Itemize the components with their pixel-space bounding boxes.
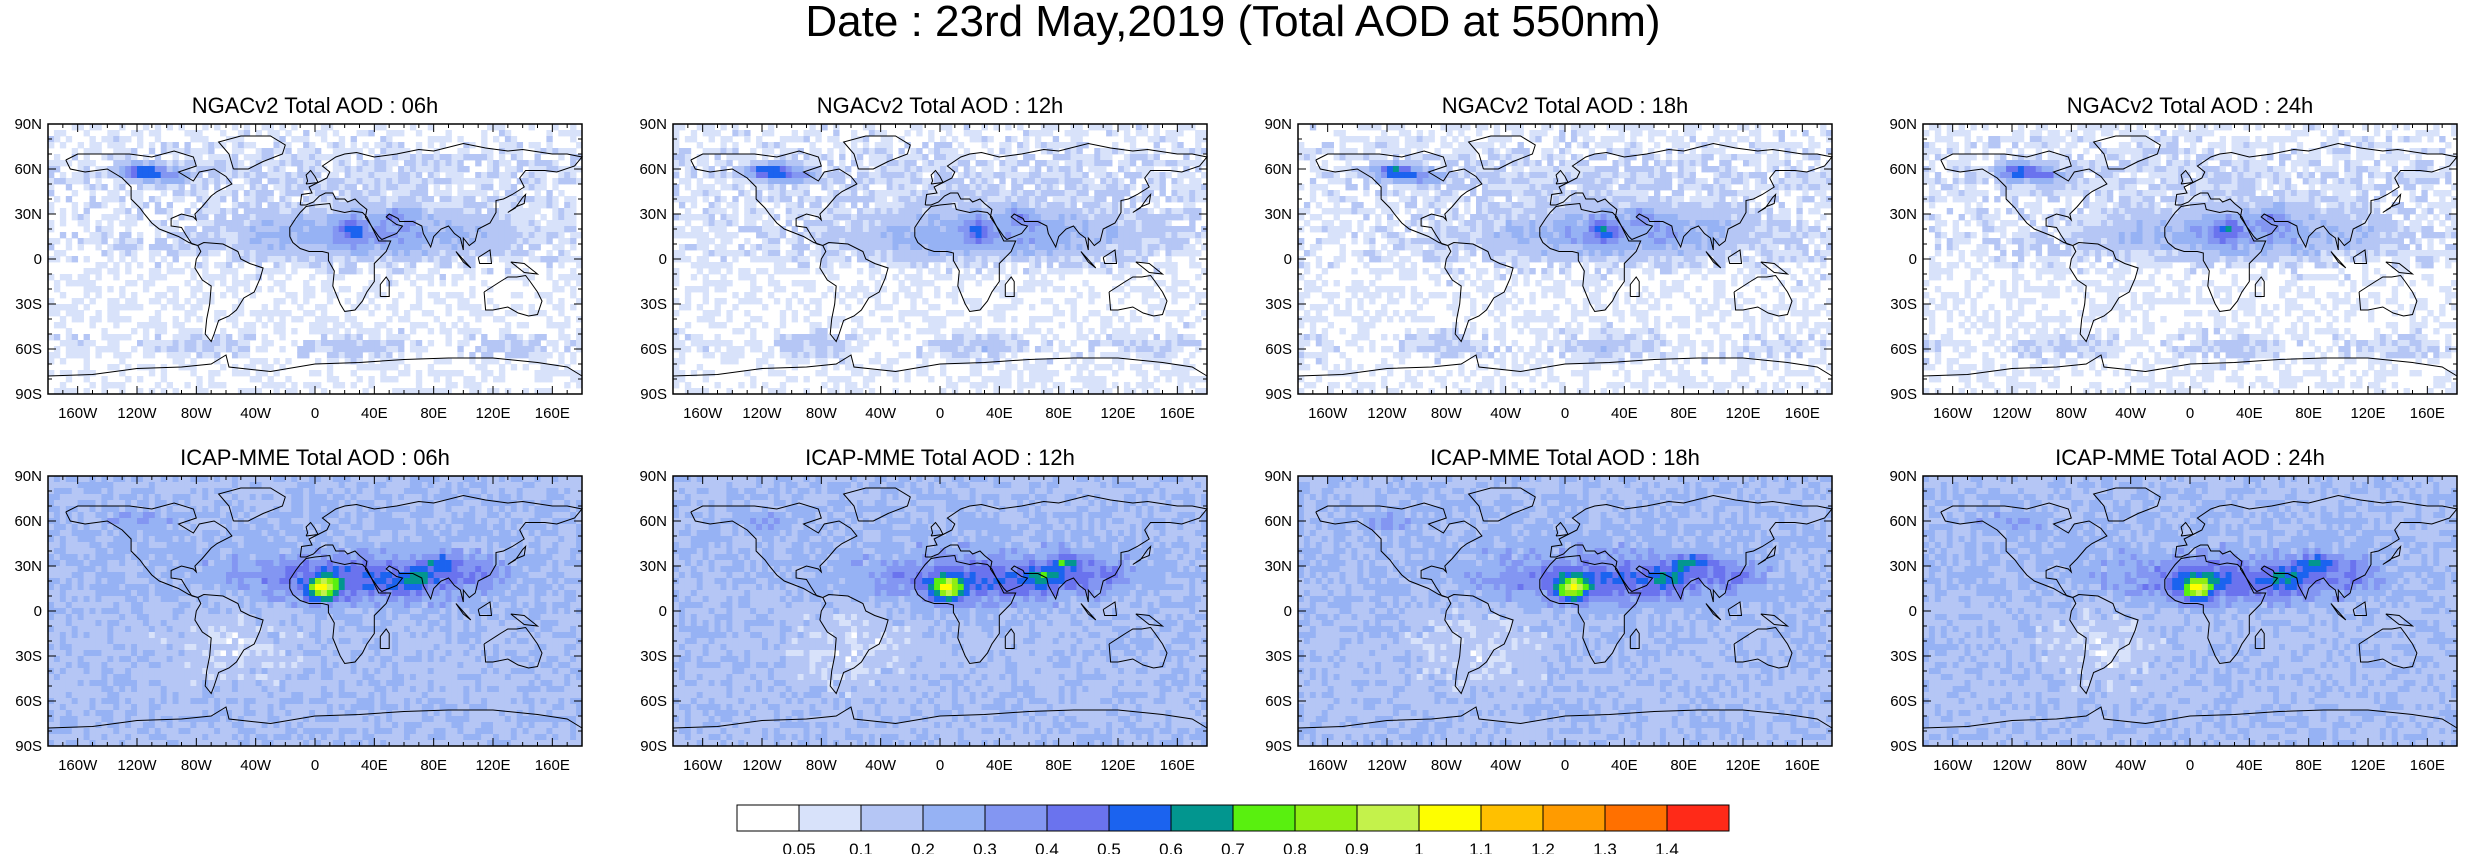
lat-tick-label: 60N [14, 161, 42, 178]
lon-tick-label: 120E [475, 405, 510, 422]
colorbar-swatch [922, 804, 986, 832]
colorbar-label: 1.1 [1469, 840, 1493, 854]
lon-tick-label: 40W [240, 405, 272, 422]
colorbar-swatch [1232, 804, 1296, 832]
lon-tick-label: 40W [1490, 405, 1522, 422]
lat-tick-label: 90N [1264, 116, 1292, 133]
axis-ticks [1297, 123, 1833, 395]
lat-tick-label: 30S [640, 296, 667, 313]
lat-tick-label: 30N [14, 206, 42, 223]
lon-tick-label: 80W [1431, 405, 1463, 422]
lat-tick-label: 30S [1265, 296, 1292, 313]
colorbar-label: 0.4 [1035, 840, 1059, 854]
lon-tick-label: 80E [420, 405, 447, 422]
lon-tick-label: 120W [117, 405, 157, 422]
colorbar-label: 1.4 [1655, 840, 1679, 854]
colorbar-label: 0.1 [849, 840, 873, 854]
colorbar-swatch [1542, 804, 1606, 832]
colorbar-label: 0.3 [973, 840, 997, 854]
lat-tick-label: 90S [1265, 386, 1292, 403]
colorbar-label: 1.3 [1593, 840, 1617, 854]
colorbar-swatch [1108, 804, 1172, 832]
coastlines [1297, 135, 1833, 377]
lon-tick-label: 160W [1308, 405, 1348, 422]
lon-tick-label: 80W [181, 405, 213, 422]
colorbar-swatch [1294, 804, 1358, 832]
lat-tick-label: 60S [640, 341, 667, 358]
aod-field [48, 124, 583, 395]
lat-tick-label: 90N [14, 116, 42, 133]
colorbar-swatch [736, 804, 800, 832]
colorbar-swatch [860, 804, 924, 832]
colorbar-swatch [798, 804, 862, 832]
lon-tick-label: 120E [1725, 405, 1760, 422]
lat-tick-label: 0 [659, 251, 667, 268]
lon-tick-label: 160W [683, 405, 723, 422]
lat-tick-label: 30N [1264, 206, 1292, 223]
lat-tick-label: 90N [639, 116, 667, 133]
colorbar-label: 1 [1414, 840, 1423, 854]
lat-tick-label: 0 [34, 251, 42, 268]
panel-title: NGACv2 Total AOD : 12h [670, 94, 1210, 118]
lon-tick-label: 0 [311, 405, 319, 422]
colorbar-label: 0.5 [1097, 840, 1121, 854]
lon-tick-label: 120W [742, 405, 782, 422]
panel-title: NGACv2 Total AOD : 18h [1295, 94, 1835, 118]
lon-tick-label: 160E [1160, 405, 1195, 422]
lat-tick-label: 60N [1264, 161, 1292, 178]
colorbar-label: 0.05 [782, 840, 815, 854]
lat-tick-label: 60S [1265, 341, 1292, 358]
colorbar-swatch [1356, 804, 1420, 832]
colorbar-swatch [1046, 804, 1110, 832]
coastlines [672, 135, 1208, 377]
colorbar-label: 0.2 [911, 840, 935, 854]
colorbar-label: 0.9 [1345, 840, 1369, 854]
aod-field [1298, 124, 1833, 395]
colorbar-swatch [1604, 804, 1668, 832]
lon-tick-label: 40E [986, 405, 1013, 422]
lat-tick-label: 90S [15, 386, 42, 403]
panel-title: NGACv2 Total AOD : 06h [45, 94, 585, 118]
lat-tick-label: 30N [639, 206, 667, 223]
lon-tick-label: 40E [1611, 405, 1638, 422]
lon-tick-label: 80W [806, 405, 838, 422]
axis-ticks [47, 123, 583, 395]
lat-tick-label: 60S [15, 341, 42, 358]
lat-tick-label: 30S [15, 296, 42, 313]
colorbar-swatch [1666, 804, 1730, 832]
lon-tick-label: 40W [865, 405, 897, 422]
colorbar-label: 0.7 [1221, 840, 1245, 854]
lat-tick-label: 90S [640, 386, 667, 403]
main-title: Date : 23rd May,2019 (Total AOD at 550nm… [0, 0, 2466, 44]
lon-tick-label: 120E [1100, 405, 1135, 422]
colorbar-label: 0.6 [1159, 840, 1183, 854]
lon-tick-label: 80E [1670, 405, 1697, 422]
colorbar-swatch [1418, 804, 1482, 832]
lon-tick-label: 160E [1785, 405, 1820, 422]
coastlines [47, 135, 583, 377]
lon-tick-label: 0 [936, 405, 944, 422]
lon-tick-label: 0 [1561, 405, 1569, 422]
colorbar-swatch [984, 804, 1048, 832]
colorbar-label: 0.8 [1283, 840, 1307, 854]
colorbar-swatch [1480, 804, 1544, 832]
colorbar-label: 1.2 [1531, 840, 1555, 854]
axis-ticks [672, 123, 1208, 395]
colorbar-swatch [1170, 804, 1234, 832]
lat-tick-label: 0 [1284, 251, 1292, 268]
lon-tick-label: 160E [535, 405, 570, 422]
lat-tick-label: 60N [639, 161, 667, 178]
panel-title: NGACv2 Total AOD : 24h [1920, 94, 2460, 118]
lon-tick-label: 160W [58, 405, 98, 422]
lon-tick-label: 80E [1045, 405, 1072, 422]
lon-tick-label: 120W [1367, 405, 1407, 422]
lon-tick-label: 40E [361, 405, 388, 422]
